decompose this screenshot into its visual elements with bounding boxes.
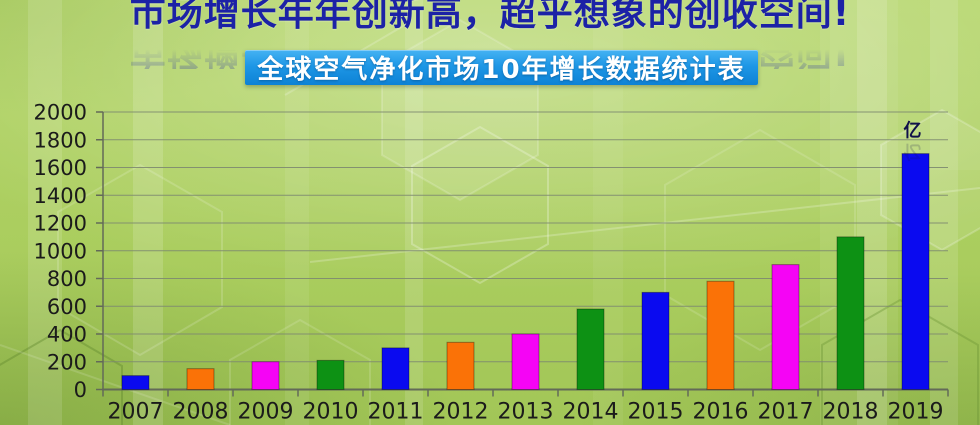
chart-title-text: 全球空气净化市场10年增长数据统计表 xyxy=(257,55,746,85)
bar-2018 xyxy=(836,236,865,390)
x-tick-label: 2008 xyxy=(173,400,229,425)
bar-2013 xyxy=(511,333,540,390)
y-tick-label: 0 xyxy=(74,378,87,402)
bar-2015 xyxy=(641,291,670,390)
unit-label: 亿 xyxy=(904,120,922,142)
bar-2007 xyxy=(121,375,150,390)
y-tick-label: 1800 xyxy=(34,128,87,152)
bar-2010 xyxy=(316,359,345,390)
x-tick-label: 2018 xyxy=(823,400,879,425)
bar-2017 xyxy=(771,264,800,390)
y-tick-label: 2000 xyxy=(34,101,87,125)
y-tick-label: 800 xyxy=(47,267,87,291)
y-tick-label: 400 xyxy=(47,323,87,347)
x-tick-label: 2009 xyxy=(238,400,294,425)
bar-2014 xyxy=(576,308,605,390)
bar-2011 xyxy=(381,347,410,390)
x-tick-label: 2016 xyxy=(693,400,749,425)
y-tick-label: 600 xyxy=(47,295,87,319)
x-tick-label: 2011 xyxy=(368,400,424,425)
x-tick-label: 2014 xyxy=(563,400,619,425)
page-title: 市场增长年年创新高，超乎想象的创收空间! xyxy=(129,0,851,34)
x-tick-label: 2015 xyxy=(628,400,684,425)
bar-2008 xyxy=(186,368,215,390)
x-tick-label: 2012 xyxy=(433,400,489,425)
bar-2009 xyxy=(251,361,280,390)
y-tick-label: 1600 xyxy=(34,156,87,180)
y-tick-label: 1000 xyxy=(34,239,87,263)
unit-label-reflection: 亿 xyxy=(904,141,922,163)
y-tick-label: 1200 xyxy=(34,212,87,236)
x-tick-label: 2010 xyxy=(303,400,359,425)
y-tick-label: 1400 xyxy=(34,184,87,208)
x-tick-label: 2013 xyxy=(498,400,554,425)
y-tick-label: 200 xyxy=(47,350,87,374)
x-tick-label: 2019 xyxy=(888,400,944,425)
bar-2016 xyxy=(706,280,735,390)
chart-title-banner: 全球空气净化市场10年增长数据统计表 xyxy=(245,50,758,85)
x-tick-label: 2017 xyxy=(758,400,814,425)
bar-2019 xyxy=(901,153,930,390)
x-tick-label: 2007 xyxy=(108,400,164,425)
bar-2012 xyxy=(446,341,475,391)
